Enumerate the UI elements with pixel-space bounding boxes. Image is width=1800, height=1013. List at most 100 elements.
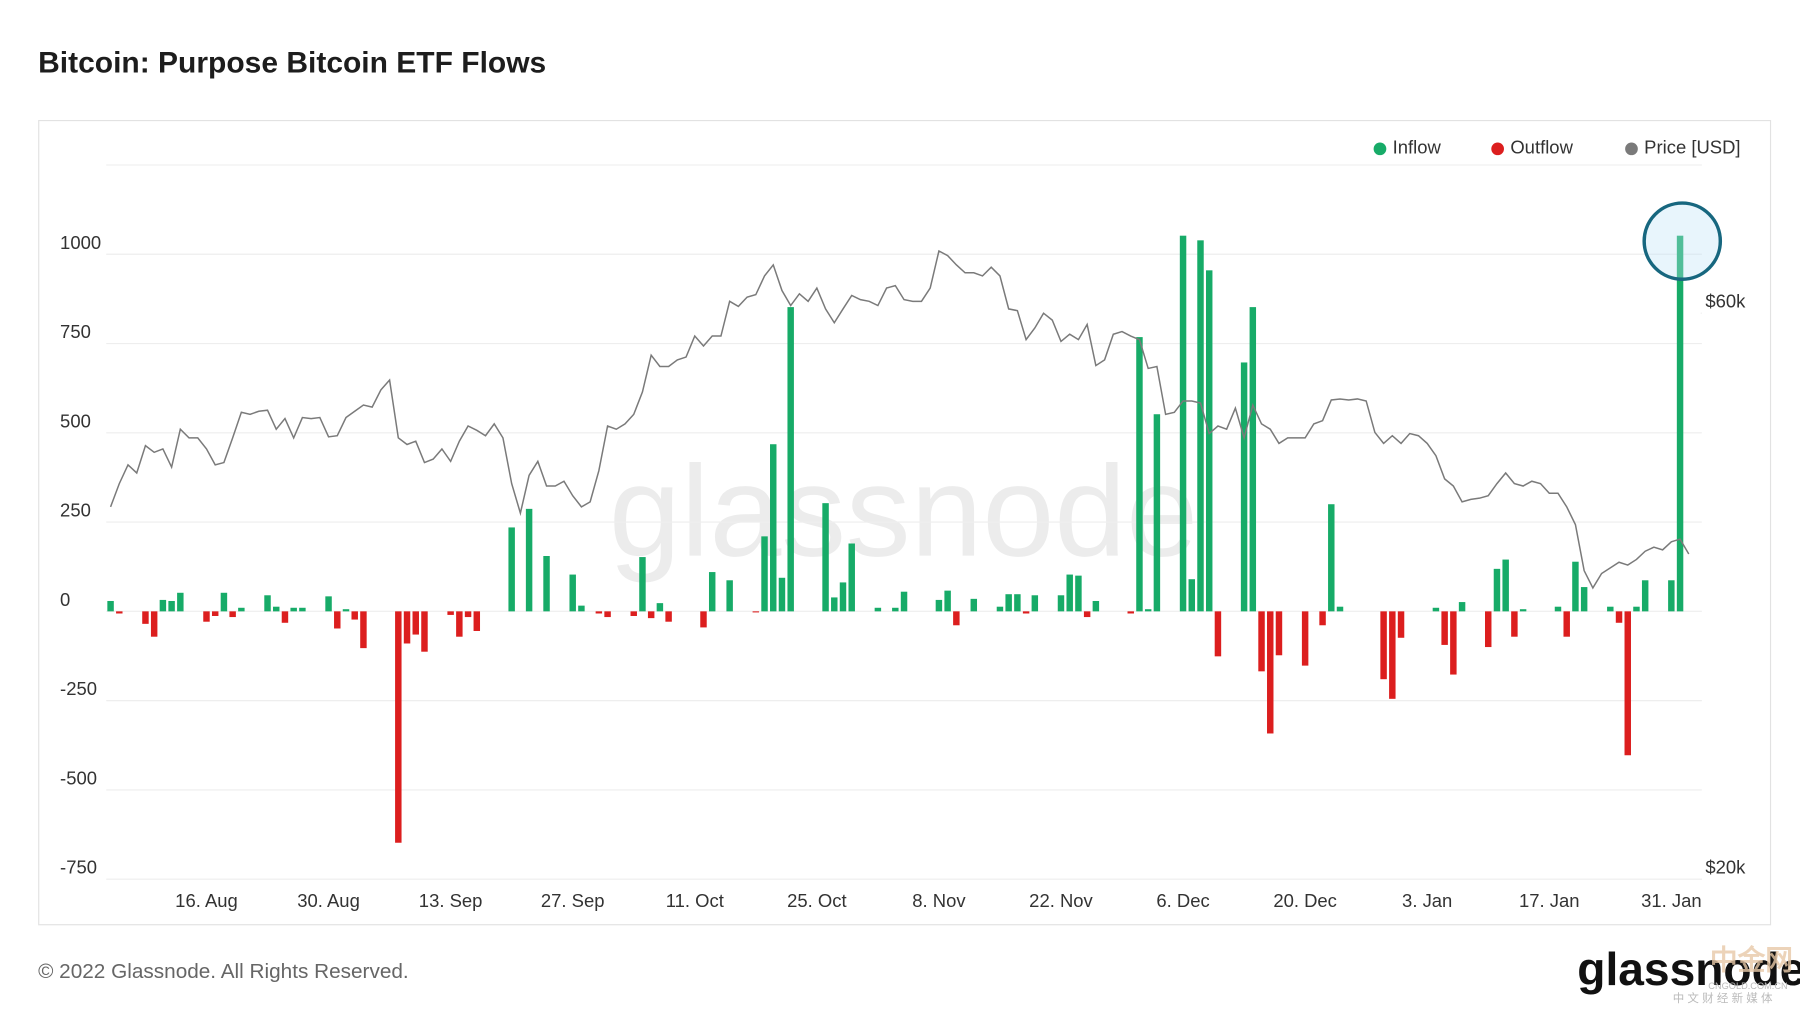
x-tick-label: 8. Nov	[912, 890, 966, 911]
source-mark: 中金网	[1710, 945, 1793, 976]
bar	[360, 611, 367, 649]
bar	[1519, 609, 1527, 612]
y-tick-label: 250	[60, 500, 91, 521]
bar	[1075, 575, 1082, 612]
bar	[211, 611, 219, 616]
bar	[700, 611, 707, 628]
bar	[1572, 561, 1579, 612]
bar	[1197, 240, 1204, 612]
bar	[1432, 607, 1440, 612]
y-tick-label: -500	[60, 767, 97, 788]
bar	[1607, 606, 1614, 612]
bar	[264, 595, 271, 612]
bar	[604, 611, 611, 618]
y-tick-label: 500	[60, 410, 91, 431]
bar	[1380, 611, 1387, 680]
x-tick-label: 27. Sep	[541, 890, 605, 911]
bar	[665, 611, 672, 622]
bar	[595, 611, 603, 614]
bar	[1493, 568, 1501, 612]
bar	[1092, 600, 1100, 612]
bar	[1205, 270, 1213, 612]
bar	[412, 611, 419, 635]
bar	[953, 611, 960, 626]
legend-marker	[1625, 142, 1638, 156]
bar	[1267, 611, 1274, 734]
y-tick-label: 0	[60, 589, 70, 610]
source-url: CNGOLD.COM.CN	[1708, 981, 1787, 991]
bar	[543, 555, 550, 612]
legend-label: Price [USD]	[1644, 137, 1740, 158]
bar	[935, 599, 943, 612]
x-tick-label: 3. Jan	[1402, 890, 1452, 911]
bar	[290, 607, 297, 612]
bar	[168, 600, 175, 612]
bar	[447, 611, 454, 615]
bar	[1301, 611, 1309, 666]
bar	[403, 611, 411, 644]
source-slogan: 中 文 财 经 新 媒 体	[1673, 991, 1773, 1005]
bar	[1083, 611, 1091, 618]
bar	[647, 611, 655, 619]
bar	[395, 611, 402, 843]
bar	[116, 611, 123, 614]
bar	[1450, 611, 1457, 675]
bar	[1319, 611, 1326, 626]
y2-tick-label: $20k	[1705, 857, 1746, 878]
bar	[1615, 611, 1623, 623]
bar	[630, 611, 637, 616]
bar	[822, 503, 829, 612]
legend-label: Outflow	[1510, 137, 1573, 158]
bar	[1057, 595, 1065, 612]
x-tick-label: 11. Oct	[666, 890, 724, 911]
bar	[892, 607, 899, 612]
bar	[342, 609, 350, 612]
bar	[1580, 587, 1588, 612]
bar	[107, 600, 114, 612]
bar	[752, 611, 760, 613]
bar	[1397, 611, 1405, 638]
bar	[1389, 611, 1396, 699]
legend-marker	[1491, 142, 1504, 156]
x-tick-label: 17. Jan	[1519, 890, 1580, 911]
bar	[1014, 594, 1021, 612]
bar	[1441, 611, 1448, 645]
bar	[970, 598, 978, 612]
bar	[1249, 307, 1257, 612]
bar	[578, 605, 585, 612]
bar	[726, 580, 733, 612]
bar	[996, 606, 1004, 612]
bar	[203, 611, 210, 622]
y-tick-label: -250	[60, 678, 97, 699]
bar	[1240, 362, 1248, 612]
bar	[569, 574, 576, 612]
bar	[177, 592, 184, 612]
bar	[1328, 504, 1335, 612]
bar	[473, 611, 481, 631]
bar	[229, 611, 236, 618]
x-tick-label: 13. Sep	[419, 890, 483, 911]
bar	[1127, 611, 1134, 614]
plot-frame	[38, 119, 1772, 926]
bar	[761, 536, 768, 612]
footer: © 2022 Glassnode. All Rights Reserved.	[38, 960, 409, 983]
bar	[1005, 594, 1012, 612]
bar	[944, 590, 951, 612]
bar	[778, 577, 786, 612]
bar	[1136, 337, 1143, 612]
bar	[1641, 580, 1649, 612]
bar	[787, 307, 794, 612]
bar	[848, 543, 855, 612]
bar	[150, 611, 158, 637]
legend-label: Inflow	[1393, 137, 1442, 158]
bar	[1458, 602, 1466, 612]
bar	[525, 508, 533, 612]
bar	[874, 607, 882, 612]
bar	[1275, 611, 1283, 656]
bar	[1336, 606, 1344, 612]
bar	[1563, 611, 1570, 637]
bar	[900, 591, 908, 612]
bar	[1031, 595, 1039, 612]
